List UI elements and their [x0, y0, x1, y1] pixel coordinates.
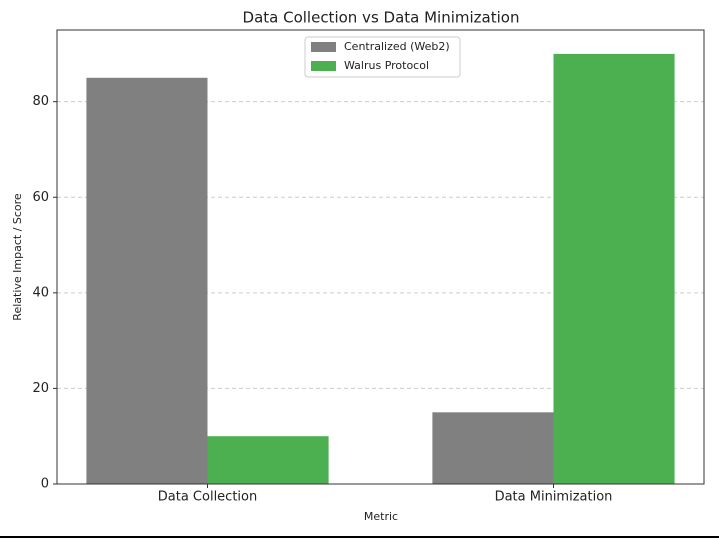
- x-tick-label: Data Collection: [158, 490, 257, 505]
- legend-box: [304, 36, 461, 78]
- y-tick-label: 40: [32, 285, 49, 300]
- bar: [432, 412, 554, 484]
- legend-swatch: [311, 61, 336, 71]
- y-tick-label: 80: [32, 94, 49, 109]
- y-axis-label: Relative Impact / Score: [11, 193, 24, 321]
- y-tick-label: 60: [32, 190, 49, 205]
- legend: Centralized (Web2) Walrus Protocol: [304, 36, 461, 78]
- bar: [553, 53, 675, 484]
- x-axis-label: Metric: [364, 510, 398, 523]
- plot-frame: [56, 29, 705, 485]
- legend-label: Centralized (Web2): [344, 40, 450, 53]
- y-tick-label: 0: [41, 477, 49, 492]
- legend-swatch: [311, 42, 336, 52]
- chart-title: Data Collection vs Data Minimization: [243, 9, 520, 27]
- legend-label: Walrus Protocol: [344, 59, 429, 72]
- x-tick-label: Data Minimization: [495, 490, 613, 505]
- bar: [86, 77, 208, 484]
- bar: [207, 436, 329, 484]
- y-tick-label: 20: [32, 381, 49, 396]
